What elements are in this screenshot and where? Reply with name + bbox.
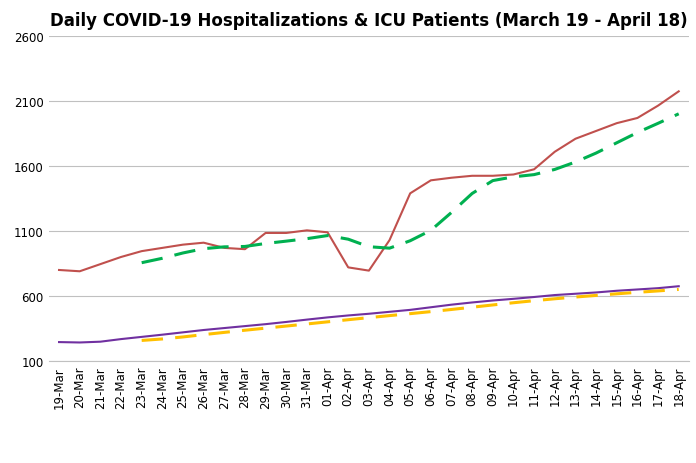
Title: Daily COVID-19 Hospitalizations & ICU Patients (March 19 - April 18): Daily COVID-19 Hospitalizations & ICU Pa… (50, 12, 688, 30)
